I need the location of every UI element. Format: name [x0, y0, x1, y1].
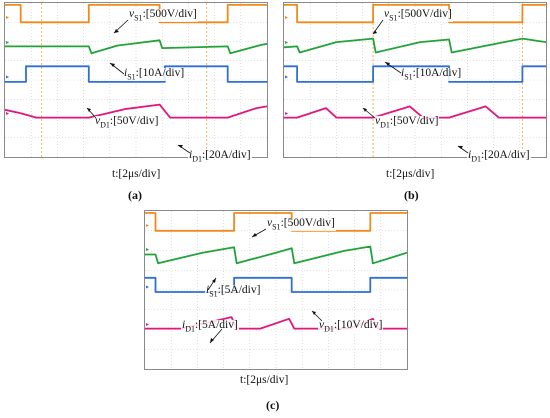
annotation-vd1-a: vD1:[50V/div]	[94, 115, 160, 130]
annotation-is1-a: iS1:[10A/div]	[123, 67, 186, 82]
annotation-vd1-c: vD1:[10V/div]	[318, 319, 384, 334]
x-axis-label-b: t:[2μs/div]	[386, 168, 435, 180]
annotation-arrows-c	[207, 228, 323, 344]
channel-marker: ▸	[285, 74, 288, 80]
oscilloscope-plot-a: ▸ ▸ ▸ ▸	[4, 2, 268, 158]
trace-vS1	[5, 4, 267, 24]
trace-iD1	[5, 103, 267, 119]
trace-vD1	[284, 65, 546, 83]
annotation-arrows-a	[86, 19, 191, 154]
annotation-vs1-c: vS1:[500V/div]	[266, 217, 336, 232]
trace-iS1	[284, 37, 546, 54]
channel-marker: ▸	[146, 284, 149, 290]
trace-vD1	[5, 65, 267, 83]
trace-iS1	[5, 39, 267, 55]
channel-marker: ▸	[146, 322, 149, 328]
oscilloscope-plot-c: ▸ ▸ ▸ ▸	[144, 210, 408, 370]
annotation-is1-b: iS1:[10A/div]	[400, 67, 463, 82]
annotation-vs1-b: vS1:[500V/div]	[383, 8, 453, 23]
trace-iS1	[145, 245, 407, 265]
annotation-id1-c: iD1:[5A/div]	[181, 319, 239, 334]
x-axis-label-a: t:[2μs/div]	[112, 168, 161, 180]
annotation-id1-a: iD1:[20A/div]	[188, 149, 252, 164]
trace-vD1	[145, 276, 407, 293]
channel-marker: ▸	[6, 40, 9, 46]
channel-marker: ▸	[6, 74, 9, 80]
channel-marker: ▸	[6, 15, 9, 21]
trace-vS1	[284, 4, 546, 24]
annotation-id1-b: iD1:[20A/div]	[467, 149, 531, 164]
panel-label-b: (b)	[404, 188, 419, 202]
channel-marker: ▸	[285, 111, 288, 117]
annotation-arrows-b	[362, 19, 469, 154]
x-axis-label-c: t:[2μs/div]	[240, 374, 289, 386]
channel-marker: ▸	[6, 111, 9, 117]
oscilloscope-plot-b: ▸ ▸ ▸ ▸	[283, 2, 547, 158]
trace-iD1	[284, 105, 546, 119]
annotation-vd1-b: vD1:[50V/div]	[374, 115, 440, 130]
channel-marker: ▸	[146, 247, 149, 253]
panel-label-a: (a)	[128, 188, 142, 202]
panel-label-c: (c)	[266, 398, 280, 412]
waveform-svg-a: ▸ ▸ ▸ ▸	[5, 3, 267, 157]
channel-marker: ▸	[285, 15, 288, 21]
channel-marker: ▸	[146, 223, 149, 229]
waveform-svg-b: ▸ ▸ ▸ ▸	[284, 3, 546, 157]
annotation-is1-c: iS1:[5A/div]	[205, 284, 262, 299]
channel-marker: ▸	[285, 40, 288, 46]
trace-vS1	[145, 212, 407, 232]
annotation-vs1-a: vS1:[500V/div]	[128, 8, 198, 23]
